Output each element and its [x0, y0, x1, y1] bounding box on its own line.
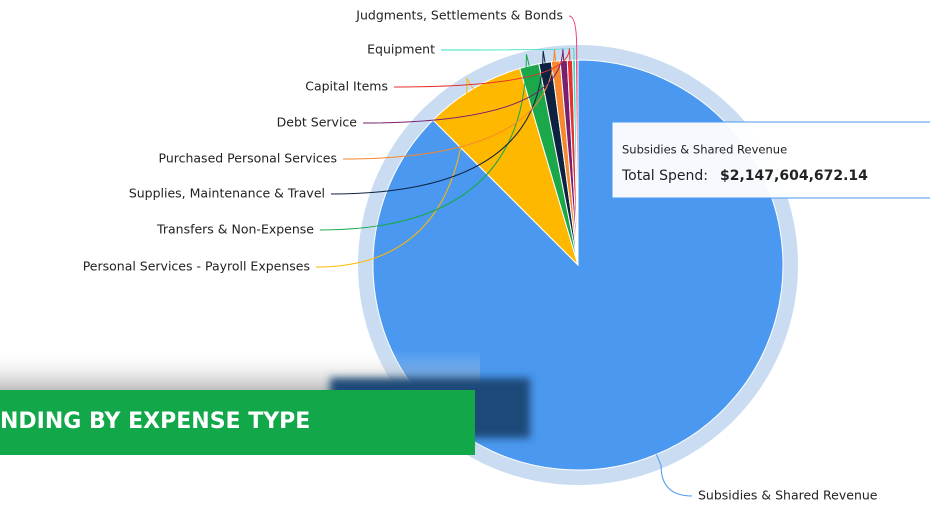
slice-label: Personal Services - Payroll Expenses: [83, 259, 310, 274]
slice-label: Capital Items: [305, 79, 388, 94]
pie-slice: [574, 59, 579, 266]
connector: [342, 49, 557, 160]
slice-label: Equipment: [367, 42, 435, 57]
tooltip-label: Total Spend:: [621, 168, 708, 184]
tooltip-box: [611, 121, 930, 199]
banner-text: NDING BY EXPENSE TYPE: [0, 409, 310, 434]
slice-label: Transfers & Non-Expense: [156, 222, 314, 237]
connector: [568, 15, 578, 61]
tooltip: Subsidies & Shared Revenue Total Spend: …: [611, 121, 930, 199]
tooltip-value: $2,147,604,672.14: [720, 168, 868, 184]
connector: [440, 47, 575, 61]
slice-label: Judgments, Settlements & Bonds: [355, 8, 563, 23]
slice-label: Supplies, Maintenance & Travel: [129, 186, 325, 201]
tooltip-title: Subsidies & Shared Revenue: [622, 143, 787, 157]
slice-label: Debt Service: [277, 115, 358, 130]
pie-slice: [432, 67, 579, 266]
connector: [362, 48, 565, 124]
connector: [315, 76, 474, 268]
slice-label: Subsidies & Shared Revenue: [698, 488, 878, 503]
connector: [330, 50, 546, 195]
slice-label: Purchased Personal Services: [159, 151, 338, 166]
connector: [655, 454, 693, 497]
banner: [0, 390, 475, 455]
connector: [319, 54, 530, 231]
connector: [393, 48, 571, 88]
